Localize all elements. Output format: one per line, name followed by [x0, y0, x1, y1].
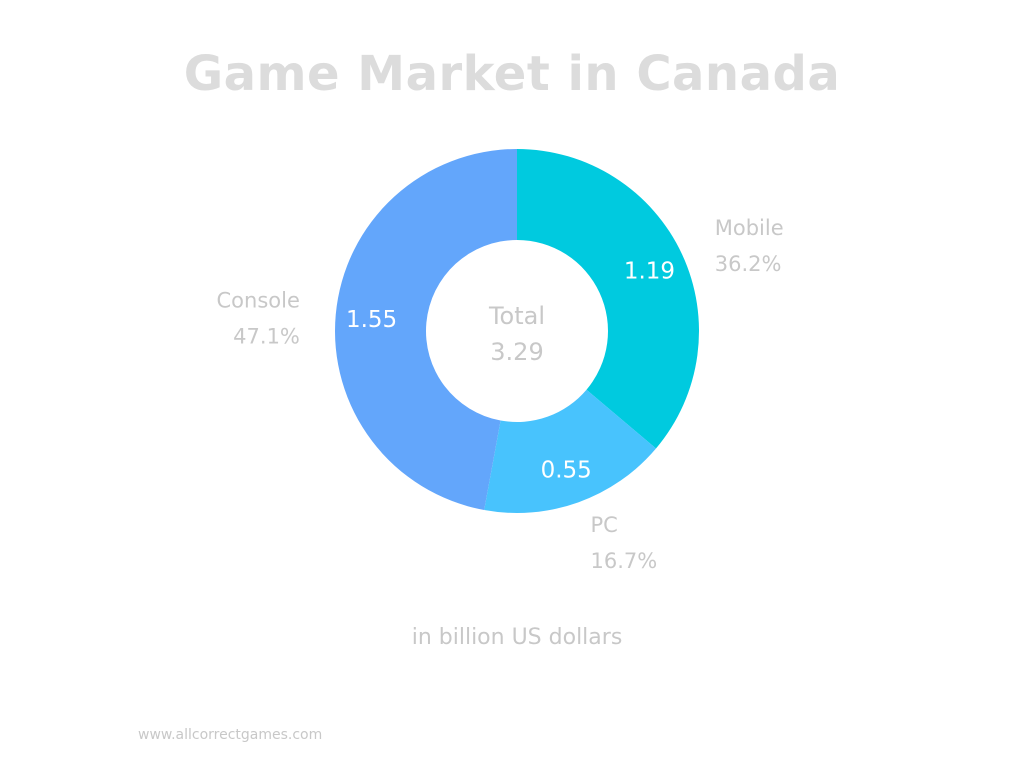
center-label: Total	[488, 302, 545, 330]
percent-label-mobile: 36.2%	[715, 252, 782, 276]
labels-group: Mobile 36.2% PC 16.7% Console 47.1%	[217, 216, 784, 573]
slices-group: 1.19 0.55 1.55	[335, 149, 699, 513]
source-link[interactable]: www.allcorrectgames.com	[138, 727, 323, 743]
percent-label-console: 47.1%	[233, 324, 300, 348]
chart-title: Game Market in Canada	[183, 46, 841, 102]
percent-label-pc: 16.7%	[590, 549, 657, 573]
center-value: 3.29	[490, 338, 543, 366]
category-label-mobile: Mobile	[715, 216, 784, 240]
category-label-console: Console	[217, 288, 300, 312]
value-label-console: 1.55	[346, 307, 397, 333]
slice-console[interactable]	[335, 149, 517, 511]
value-label-pc: 0.55	[541, 457, 592, 483]
slice-pc[interactable]	[484, 389, 656, 513]
category-label-pc: PC	[590, 513, 617, 537]
slice-mobile[interactable]	[517, 149, 699, 449]
units-caption: in billion US dollars	[411, 625, 623, 650]
value-label-mobile: 1.19	[624, 259, 675, 285]
